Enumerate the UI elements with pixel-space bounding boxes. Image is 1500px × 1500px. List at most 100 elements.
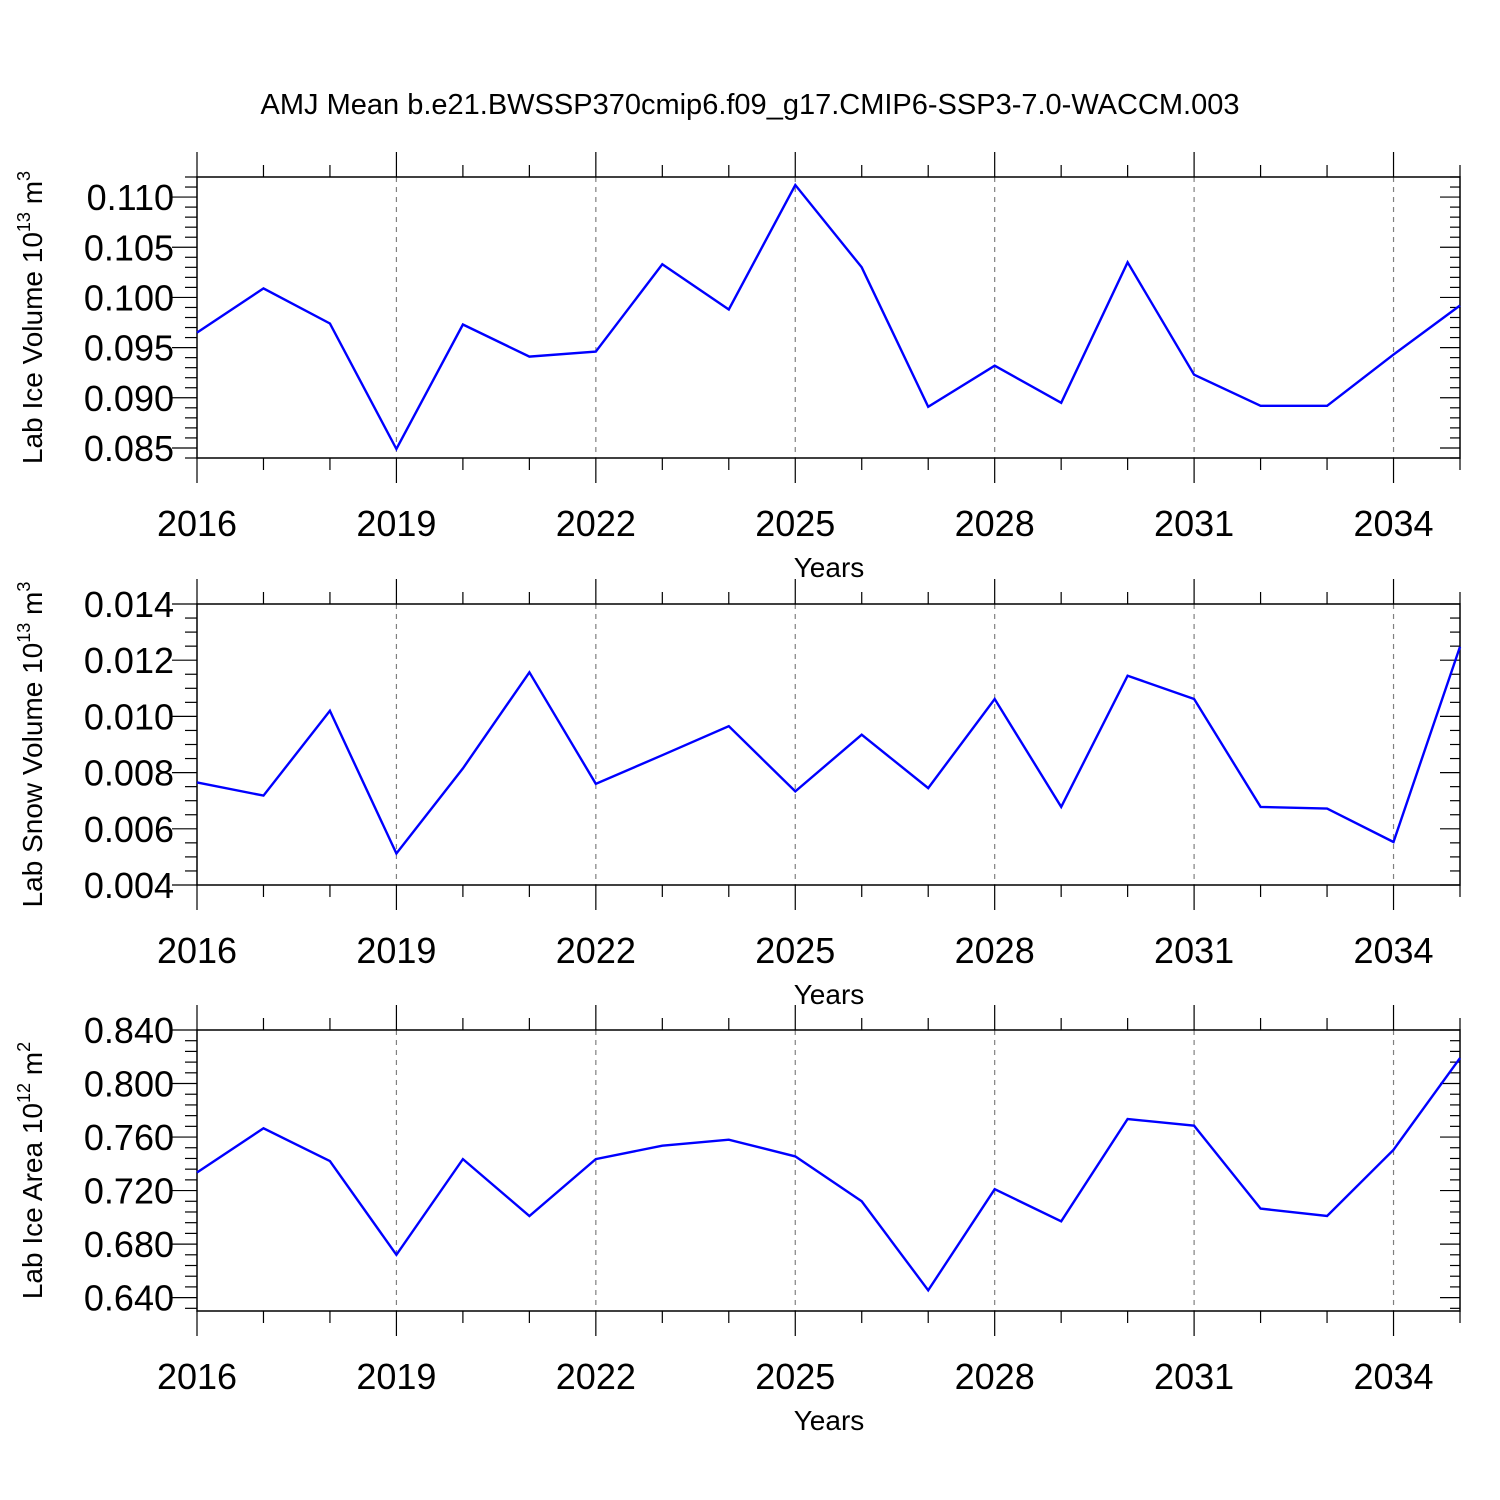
y-tick-label: 0.760 <box>84 1117 174 1158</box>
series-line <box>196 1057 1461 1293</box>
data-point <box>329 322 331 324</box>
data-point <box>262 794 264 796</box>
y-axis-title-exponent: 3 <box>14 171 34 181</box>
data-point <box>1326 405 1328 407</box>
y-tick-label: 0.095 <box>84 328 174 369</box>
data-point <box>1193 1124 1195 1126</box>
y-tick-label: 0.004 <box>84 865 174 906</box>
data-point <box>1392 1149 1394 1151</box>
data-point <box>1459 304 1461 306</box>
y-axis-title-text: Lab Snow Volume 10 <box>17 643 48 908</box>
data-point <box>462 1158 464 1160</box>
data-point <box>861 266 863 268</box>
plot-frame <box>196 603 1461 886</box>
y-axis-title-text: m <box>17 1052 48 1083</box>
x-tick-label: 2025 <box>755 1356 835 1397</box>
y-axis-title-exponent: 12 <box>14 1083 34 1103</box>
y-axis-title-exponent: 2 <box>14 1042 34 1052</box>
x-tick-label: 2034 <box>1353 1356 1433 1397</box>
data-point <box>1193 374 1195 376</box>
data-point <box>1259 806 1261 808</box>
data-point <box>993 1188 995 1190</box>
y-axis-title-exponent: 3 <box>14 582 34 592</box>
data-point <box>927 406 929 408</box>
x-tick-label: 2022 <box>556 930 636 971</box>
data-point <box>395 1254 397 1256</box>
data-point <box>1392 353 1394 355</box>
y-tick-label: 0.100 <box>84 277 174 318</box>
data-point <box>595 783 597 785</box>
x-tick-label: 2025 <box>755 930 835 971</box>
data-point <box>1060 1220 1062 1222</box>
y-axis-title-text: Lab Ice Volume 10 <box>17 232 48 464</box>
x-tick-label: 2016 <box>157 503 237 544</box>
data-point <box>794 790 796 792</box>
data-point <box>861 733 863 735</box>
x-tick-label: 2031 <box>1154 503 1234 544</box>
data-point <box>1459 646 1461 648</box>
x-axis-title: Years <box>794 552 865 583</box>
data-point <box>528 671 530 673</box>
data-point <box>794 1155 796 1157</box>
data-point <box>196 1171 198 1173</box>
x-tick-label: 2034 <box>1353 930 1433 971</box>
data-point <box>329 710 331 712</box>
data-point <box>1126 674 1128 676</box>
y-tick-label: 0.090 <box>84 378 174 419</box>
data-point <box>728 725 730 727</box>
data-point <box>861 1200 863 1202</box>
x-tick-label: 2031 <box>1154 930 1234 971</box>
x-tick-label: 2016 <box>157 930 237 971</box>
y-tick-label: 0.640 <box>84 1278 174 1319</box>
y-axis-title: Lab Snow Volume 1013 m3 <box>14 582 48 908</box>
data-point <box>528 355 530 357</box>
data-point <box>1060 806 1062 808</box>
data-point <box>462 323 464 325</box>
y-axis-title: Lab Ice Volume 1013 m3 <box>14 171 48 464</box>
x-tick-label: 2019 <box>356 930 436 971</box>
y-tick-label: 0.010 <box>84 696 174 737</box>
data-point <box>1259 1207 1261 1209</box>
y-tick-label: 0.012 <box>84 640 174 681</box>
y-axis-title-exponent: 13 <box>14 623 34 643</box>
plot-frame <box>196 176 1461 459</box>
x-tick-label: 2016 <box>157 1356 237 1397</box>
data-point <box>927 787 929 789</box>
x-tick-label: 2025 <box>755 503 835 544</box>
data-point <box>1060 402 1062 404</box>
y-tick-label: 0.008 <box>84 753 174 794</box>
series-line <box>196 182 1461 452</box>
y-tick-label: 0.840 <box>84 1010 174 1051</box>
y-tick-label: 0.006 <box>84 809 174 850</box>
series-line <box>196 646 1462 856</box>
data-point <box>1126 261 1128 263</box>
data-point <box>262 287 264 289</box>
x-tick-label: 2019 <box>356 1356 436 1397</box>
y-axis-title-text: m <box>17 181 48 212</box>
data-point <box>1326 807 1328 809</box>
x-axis-title: Years <box>794 979 865 1010</box>
y-tick-label: 0.720 <box>84 1171 174 1212</box>
data-point <box>1392 841 1394 843</box>
panel-2: 0.004 0.006 0.008 0.010 0.012 0.014 2016 2019 20… <box>14 579 1462 1010</box>
data-point <box>728 308 730 310</box>
data-point <box>1126 1118 1128 1120</box>
y-axis-title-exponent: 13 <box>14 212 34 232</box>
data-point <box>1459 1057 1461 1059</box>
data-point <box>528 1215 530 1217</box>
plot-frame <box>196 1029 1461 1312</box>
y-tick-label: 0.110 <box>87 177 174 218</box>
y-tick-label: 0.105 <box>84 227 174 268</box>
y-tick-label: 0.085 <box>84 428 174 469</box>
x-tick-label: 2034 <box>1353 503 1433 544</box>
x-tick-label: 2019 <box>356 503 436 544</box>
data-point <box>595 350 597 352</box>
y-axis-title-text: Lab Ice Area 10 <box>17 1103 48 1299</box>
x-tick-label: 2028 <box>955 1356 1035 1397</box>
y-axis-title: Lab Ice Area 1012 m2 <box>14 1042 48 1299</box>
data-point <box>927 1289 929 1291</box>
data-point <box>993 364 995 366</box>
data-point <box>395 852 397 854</box>
data-point <box>196 781 198 783</box>
